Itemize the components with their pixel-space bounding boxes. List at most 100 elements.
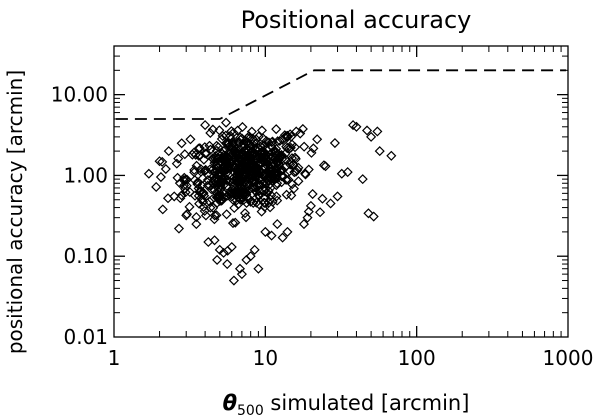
data-point: [173, 223, 185, 234]
data-point: [226, 241, 237, 253]
data-point: [201, 148, 212, 159]
data-point: [230, 217, 241, 228]
data-point: [256, 206, 267, 217]
axes-group: 1 10 100 1000 0.01 0.10 1.00 10.00: [51, 45, 593, 370]
data-point: [386, 150, 397, 161]
data-point: [274, 135, 285, 146]
data-point: [240, 212, 252, 223]
data-point: [184, 186, 195, 198]
y-tick-label: 0.01: [63, 325, 108, 349]
data-point: [374, 146, 385, 157]
data-point: [298, 219, 310, 230]
data-point: [299, 141, 310, 152]
data-point: [281, 174, 292, 185]
data-point: [262, 173, 273, 184]
data-point: [249, 244, 260, 255]
x-axis-label: θ500 simulated [arcmin]: [223, 391, 470, 418]
data-point: [231, 170, 243, 181]
data-point: [329, 137, 340, 149]
data-point: [305, 200, 316, 211]
data-point: [258, 152, 269, 163]
data-point: [363, 208, 374, 219]
data-point: [244, 133, 255, 144]
data-point: [163, 146, 174, 157]
data-point: [218, 247, 229, 258]
data-point: [251, 192, 262, 203]
y-axis-label: positional accuracy [arcmin]: [3, 70, 27, 354]
data-point: [285, 142, 296, 153]
data-point: [235, 155, 246, 166]
data-point: [332, 191, 343, 202]
x-tick-label: 10: [253, 346, 278, 370]
data-point: [254, 174, 265, 185]
data-point: [272, 136, 283, 147]
data-point: [160, 163, 171, 175]
data-point: [282, 132, 293, 143]
data-point: [214, 190, 225, 201]
data-point: [312, 134, 323, 145]
data-point: [190, 149, 201, 160]
data-point: [265, 182, 276, 193]
data-point: [247, 170, 258, 181]
data-point: [208, 202, 219, 213]
data-point: [222, 258, 233, 270]
x-axis-label-subscript: 500: [237, 403, 264, 418]
data-point: [205, 127, 216, 138]
data-point: [227, 218, 239, 229]
data-point: [226, 187, 237, 198]
data-point: [176, 138, 187, 149]
data-point: [306, 147, 317, 158]
data-point: [192, 177, 203, 188]
data-point: [366, 131, 377, 142]
y-tick-label: 0.10: [63, 244, 108, 268]
data-point: [248, 183, 259, 194]
data-point: [307, 188, 318, 200]
data-point: [176, 190, 187, 201]
data-point: [260, 226, 271, 237]
y-tick-label: 10.00: [51, 83, 108, 107]
data-point: [236, 269, 247, 280]
data-point: [259, 197, 270, 208]
data-point: [204, 196, 215, 207]
data-point: [231, 195, 242, 206]
data-point: [248, 142, 259, 153]
data-point: [226, 126, 237, 137]
data-point: [179, 180, 190, 191]
data-point: [271, 191, 282, 202]
data-point: [171, 158, 182, 169]
data-point: [297, 123, 308, 135]
data-point: [211, 210, 222, 221]
data-point: [211, 140, 222, 151]
data-point: [220, 178, 231, 189]
data-point: [207, 178, 218, 189]
data-point: [220, 117, 232, 128]
data-point: [151, 181, 162, 192]
data-point: [249, 148, 260, 159]
data-point: [155, 171, 166, 183]
data-point: [227, 142, 238, 154]
data-point: [277, 232, 288, 243]
data-point: [254, 180, 265, 191]
data-point: [251, 161, 262, 172]
data-point: [342, 167, 353, 178]
data-point: [253, 263, 264, 274]
data-point: [295, 128, 306, 139]
data-point: [259, 186, 270, 197]
data-point: [302, 212, 313, 223]
data-point: [276, 165, 287, 176]
data-point: [264, 149, 275, 160]
data-point: [289, 167, 300, 178]
data-point: [199, 205, 210, 217]
data-point: [237, 121, 248, 133]
data-point: [286, 190, 297, 201]
data-point: [287, 179, 298, 190]
data-point: [239, 176, 250, 187]
data-point: [231, 156, 242, 167]
data-point: [263, 197, 274, 208]
data-point: [254, 185, 265, 196]
chart-title: Positional accuracy: [241, 6, 472, 34]
data-point: [157, 204, 168, 215]
data-point: [218, 177, 229, 188]
data-point: [232, 125, 243, 136]
data-point: [275, 166, 286, 177]
